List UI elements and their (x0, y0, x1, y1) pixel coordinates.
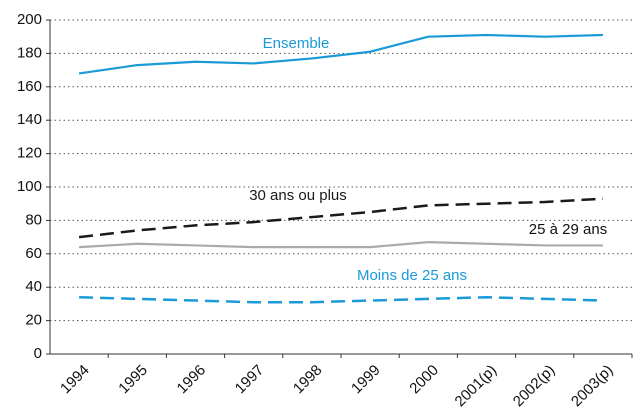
series-label: Ensemble (263, 35, 330, 52)
x-tick-label: 1998 (290, 362, 326, 398)
x-tick-label: 1994 (57, 362, 93, 398)
y-tick-label: 100 (17, 178, 42, 195)
x-tick-label: 1996 (174, 362, 210, 398)
y-tick-label: 140 (17, 111, 42, 128)
y-tick-label: 180 (17, 44, 42, 61)
x-tick-label: 1999 (348, 362, 384, 398)
x-tick-label: 1997 (232, 362, 268, 398)
y-tick-label: 80 (25, 211, 42, 228)
y-tick-label: 0 (34, 345, 42, 362)
y-tick-label: 200 (17, 11, 42, 28)
y-tick-label: 160 (17, 78, 42, 95)
x-tick-label: 2000 (406, 362, 442, 398)
y-tick-label: 20 (25, 312, 42, 329)
series-line (79, 295, 603, 304)
y-tick-label: 60 (25, 245, 42, 262)
x-tick-label: 1995 (115, 362, 151, 398)
series-line (79, 241, 603, 249)
x-tick-label: 2001(p) (452, 362, 501, 411)
x-tick-label: 2002(p) (510, 362, 559, 411)
y-tick-label: 120 (17, 145, 42, 162)
series-label: 30 ans ou plus (249, 187, 347, 204)
series-line (78, 197, 603, 239)
series-label: Moins de 25 ans (357, 267, 467, 284)
series-label: 25 à 29 ans (529, 221, 607, 238)
series-line (78, 33, 603, 75)
y-tick-label: 40 (25, 278, 42, 295)
x-tick-label: 2003(p) (568, 362, 617, 411)
